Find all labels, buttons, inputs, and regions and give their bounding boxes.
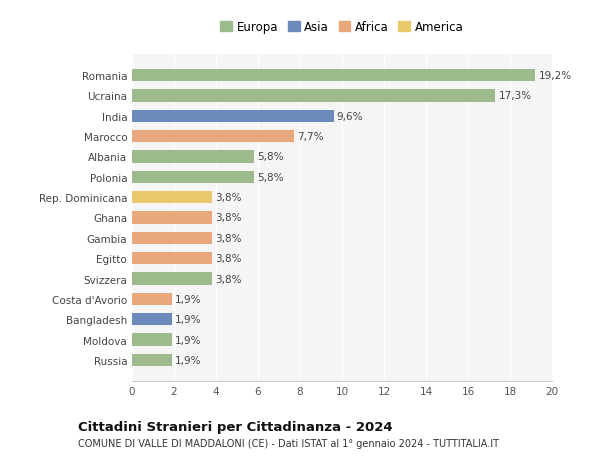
Text: 3,8%: 3,8% [215,254,241,263]
Bar [132,212,212,224]
Bar [132,334,172,346]
Bar [132,354,172,366]
Bar [132,273,212,285]
Bar [132,90,496,102]
Text: 3,8%: 3,8% [215,274,241,284]
Text: 3,8%: 3,8% [215,193,241,203]
Text: 17,3%: 17,3% [499,91,532,101]
Text: 9,6%: 9,6% [337,112,363,122]
Text: Cittadini Stranieri per Cittadinanza - 2024: Cittadini Stranieri per Cittadinanza - 2… [78,420,392,433]
Text: 5,8%: 5,8% [257,173,283,182]
Text: 19,2%: 19,2% [538,71,571,81]
Text: 5,8%: 5,8% [257,152,283,162]
Bar [132,70,535,82]
Legend: Europa, Asia, Africa, America: Europa, Asia, Africa, America [218,19,466,36]
Text: 7,7%: 7,7% [297,132,323,142]
Text: 1,9%: 1,9% [175,335,202,345]
Bar [132,171,254,184]
Text: 3,8%: 3,8% [215,213,241,223]
Bar [132,192,212,204]
Bar [132,151,254,163]
Text: COMUNE DI VALLE DI MADDALONI (CE) - Dati ISTAT al 1° gennaio 2024 - TUTTITALIA.I: COMUNE DI VALLE DI MADDALONI (CE) - Dati… [78,438,499,448]
Text: 1,9%: 1,9% [175,314,202,325]
Bar [132,131,294,143]
Text: 1,9%: 1,9% [175,294,202,304]
Bar [132,252,212,265]
Bar [132,111,334,123]
Bar [132,313,172,325]
Text: 1,9%: 1,9% [175,355,202,365]
Bar [132,293,172,305]
Text: 3,8%: 3,8% [215,233,241,243]
Bar [132,232,212,244]
